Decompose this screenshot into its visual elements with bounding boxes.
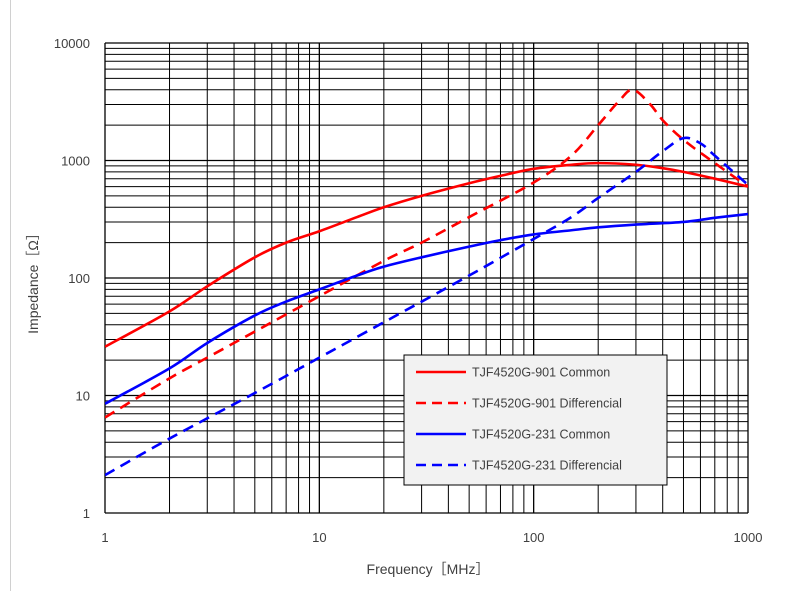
y-axis-title: Impedance［Ω］ xyxy=(25,226,41,334)
legend: TJF4520G-901 Common TJF4520G-901 Differen… xyxy=(403,354,668,486)
legend-box xyxy=(403,354,668,486)
tick-labels: 1 10 100 1000 1 10 100 1000 10000 xyxy=(54,36,763,545)
legend-label-1: TJF4520G-901 Common xyxy=(472,366,610,380)
legend-label-3: TJF4520G-231 Common xyxy=(472,428,610,442)
legend-label-2: TJF4520G-901 Differencial xyxy=(472,397,622,411)
left-border-line xyxy=(10,0,11,591)
x-axis-title: Frequency［MHz］ xyxy=(367,561,490,577)
series-line-1 xyxy=(105,161,748,348)
x-tick-label: 1000 xyxy=(734,530,763,545)
x-tick-label: 10 xyxy=(312,530,326,545)
x-tick-label: 100 xyxy=(523,530,545,545)
y-tick-label: 1000 xyxy=(61,154,90,169)
y-tick-label: 1 xyxy=(83,506,90,521)
series-layer xyxy=(105,88,748,477)
y-tick-label: 10 xyxy=(76,389,90,404)
y-tick-label: 10000 xyxy=(54,36,90,51)
y-tick-label: 100 xyxy=(68,271,90,286)
axis-labels: Frequency［MHz］ Impedance［Ω］ xyxy=(25,226,489,577)
legend-label-4: TJF4520G-231 Differencial xyxy=(472,459,622,473)
series-line-2 xyxy=(105,88,748,419)
series-line-3 xyxy=(105,212,748,405)
x-tick-label: 1 xyxy=(101,530,108,545)
